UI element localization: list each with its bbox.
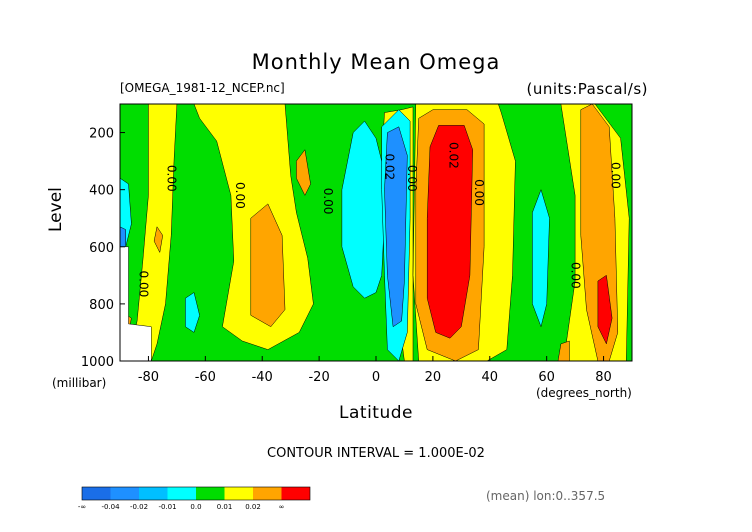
contour-label-2: 0.00 — [321, 188, 335, 215]
legend-swatch-5 — [224, 487, 253, 500]
contour-region-12 — [296, 149, 311, 196]
contour-label-4: 0.00 — [405, 165, 419, 192]
x-tick-label: 40 — [482, 370, 499, 385]
mean-note: (mean) lon:0..357.5 — [486, 489, 606, 503]
legend-tick-label: -0.04 — [101, 503, 120, 511]
chart-title: Monthly Mean Omega — [251, 50, 501, 74]
contour-region-22 — [185, 292, 200, 333]
y-tick-label: 600 — [89, 241, 114, 256]
contour-label-3: 0.02 — [382, 153, 396, 180]
y-axis-units: (millibar) — [52, 376, 107, 390]
contour-label-0: 0.00 — [165, 165, 179, 192]
contour-label-5: 0.02 — [446, 142, 460, 169]
y-tick-label: 400 — [89, 184, 114, 199]
legend-tick-label: ∞ — [279, 503, 285, 511]
y-tick-label: 800 — [89, 298, 114, 313]
legend-swatch-4 — [196, 487, 225, 500]
contour-region-18 — [384, 126, 408, 328]
legend-tick-label: -0.01 — [158, 503, 176, 511]
contour-region-15 — [557, 340, 570, 361]
y-tick-label: 200 — [89, 127, 114, 142]
legend-swatch-7 — [281, 487, 310, 500]
legend-swatch-3 — [167, 487, 196, 500]
plot-area: 0.00 0.00 0.00 0.02 0.00 0.02 0.00 0.00 0.00 0.00 — [120, 104, 632, 361]
legend-swatch-6 — [253, 487, 282, 500]
y-tick-label: 1000 — [81, 355, 114, 370]
contour-region-13 — [153, 226, 163, 254]
contour-region-19 — [532, 188, 550, 328]
legend-swatch-1 — [110, 487, 139, 500]
legend-tick-label: 0.01 — [217, 503, 233, 511]
contour-region-8 — [426, 125, 473, 339]
x-tick-label: 0 — [372, 370, 380, 385]
contour-interval: CONTOUR INTERVAL = 1.000E-02 — [267, 446, 485, 461]
contour-label-8: 0.00 — [136, 271, 150, 298]
x-tick-label: 20 — [425, 370, 442, 385]
contour-region-1 — [128, 104, 178, 361]
x-tick-label: -60 — [195, 370, 216, 385]
legend-frame — [81, 486, 311, 501]
legend-tick-label: 0.0 — [190, 503, 201, 511]
legend-tick-label: -∞ — [78, 503, 86, 511]
contour-region-11 — [250, 203, 286, 328]
contour-label-9: 0.00 — [569, 262, 583, 289]
contour-region-23 — [120, 246, 152, 361]
contour-region-10 — [597, 274, 613, 345]
contour-label-7: 0.00 — [608, 162, 622, 189]
contour-label-6: 0.00 — [472, 179, 486, 206]
x-axis-label: Latitude — [339, 403, 413, 423]
contour-region-16 — [341, 120, 385, 299]
x-tick-label: 60 — [538, 370, 555, 385]
x-axis-units: (degrees_north) — [536, 386, 632, 400]
units-label: (units:Pascal/s) — [526, 80, 648, 98]
axes: -80 -60 -40 -20 0 20 40 60 80 200 400 600 800 1000 — [81, 103, 633, 385]
legend-swatch-2 — [139, 487, 168, 500]
contour-region-21 — [120, 226, 126, 248]
contour-label-1: 0.00 — [233, 182, 247, 209]
x-tick-label: 80 — [595, 370, 612, 385]
x-tick-label: -40 — [252, 370, 273, 385]
legend-tick-label: 0.02 — [245, 503, 261, 511]
x-tick-label: -80 — [138, 370, 159, 385]
legend-swatch-0 — [82, 487, 111, 500]
legend-tick-label: -0.02 — [130, 503, 148, 511]
color-legend: -∞ -0.04 -0.02 -0.01 0.0 0.01 0.02 ∞ — [78, 486, 311, 511]
x-tick-label: -20 — [308, 370, 329, 385]
file-label: [OMEGA_1981-12_NCEP.nc] — [120, 81, 285, 95]
